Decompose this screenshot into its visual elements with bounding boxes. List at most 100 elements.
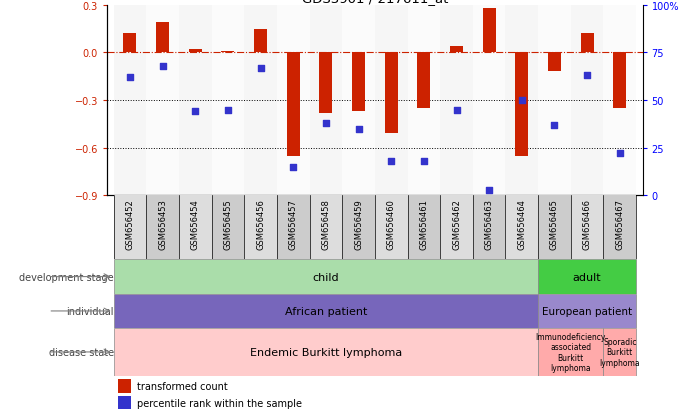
Point	[418, 158, 429, 165]
Bar	[548, 53, 561, 72]
Point	[190, 109, 201, 116]
Bar	[310, 196, 342, 260]
Bar	[342, 6, 375, 196]
Bar	[189, 50, 202, 53]
Text: GSM656455: GSM656455	[223, 199, 232, 249]
Bar	[580, 34, 594, 53]
Text: Immunodeficiency
associated
Burkitt
lymphoma: Immunodeficiency associated Burkitt lymp…	[536, 332, 606, 372]
Text: European patient: European patient	[542, 306, 632, 316]
Bar	[515, 53, 529, 156]
Point	[255, 65, 266, 72]
Bar	[342, 196, 375, 260]
Text: adult: adult	[573, 272, 601, 282]
Bar	[352, 53, 365, 112]
Bar	[179, 196, 211, 260]
Bar	[244, 196, 277, 260]
Bar	[506, 196, 538, 260]
Bar	[482, 9, 495, 53]
Point	[321, 120, 332, 127]
Text: GSM656460: GSM656460	[387, 199, 396, 250]
FancyBboxPatch shape	[113, 294, 538, 328]
Text: African patient: African patient	[285, 306, 367, 316]
Text: GSM656456: GSM656456	[256, 199, 265, 250]
Point	[124, 75, 135, 81]
Bar	[211, 196, 244, 260]
Text: development stage: development stage	[19, 272, 113, 282]
FancyBboxPatch shape	[538, 328, 603, 376]
Bar	[571, 196, 603, 260]
Bar	[506, 6, 538, 196]
FancyBboxPatch shape	[113, 328, 538, 376]
Text: percentile rank within the sample: percentile rank within the sample	[137, 398, 301, 408]
Text: GSM656461: GSM656461	[419, 199, 428, 250]
Text: individual: individual	[66, 306, 113, 316]
Text: GSM656459: GSM656459	[354, 199, 363, 249]
Bar	[156, 23, 169, 53]
Point	[223, 107, 234, 114]
Bar	[385, 53, 398, 134]
Point	[516, 97, 527, 104]
Bar	[113, 6, 146, 196]
Bar	[440, 6, 473, 196]
Bar	[146, 6, 179, 196]
Bar	[287, 53, 300, 156]
Point	[157, 63, 168, 70]
Bar	[408, 6, 440, 196]
Text: GSM656464: GSM656464	[518, 199, 527, 250]
Title: GDS3901 / 217611_at: GDS3901 / 217611_at	[302, 0, 448, 5]
Bar	[277, 6, 310, 196]
Text: GSM656467: GSM656467	[615, 199, 624, 250]
Point	[484, 187, 495, 193]
Bar	[440, 196, 473, 260]
Point	[353, 126, 364, 133]
FancyBboxPatch shape	[113, 260, 538, 294]
FancyBboxPatch shape	[117, 380, 131, 392]
Bar	[221, 52, 234, 53]
Text: transformed count: transformed count	[137, 381, 227, 391]
Bar	[211, 6, 244, 196]
Text: GSM656465: GSM656465	[550, 199, 559, 250]
Bar	[146, 196, 179, 260]
Point	[451, 107, 462, 114]
Text: disease state: disease state	[48, 347, 113, 357]
Bar	[244, 6, 277, 196]
Text: GSM656462: GSM656462	[452, 199, 461, 250]
Text: GSM656454: GSM656454	[191, 199, 200, 249]
Bar	[179, 6, 211, 196]
Point	[614, 151, 625, 157]
FancyBboxPatch shape	[538, 294, 636, 328]
Text: Endemic Burkitt lymphoma: Endemic Burkitt lymphoma	[249, 347, 402, 357]
Bar	[277, 196, 310, 260]
Point	[287, 164, 299, 171]
Bar	[310, 6, 342, 196]
FancyBboxPatch shape	[603, 328, 636, 376]
Text: GSM656466: GSM656466	[583, 199, 591, 250]
Text: GSM656452: GSM656452	[126, 199, 135, 249]
Bar	[124, 34, 137, 53]
Bar	[538, 196, 571, 260]
Bar	[473, 196, 506, 260]
Bar	[113, 196, 146, 260]
FancyBboxPatch shape	[538, 260, 636, 294]
Bar	[319, 53, 332, 114]
Point	[582, 73, 593, 79]
Bar	[450, 47, 463, 53]
Bar	[613, 53, 626, 109]
Text: GSM656463: GSM656463	[484, 199, 493, 250]
Text: GSM656453: GSM656453	[158, 199, 167, 250]
Bar	[417, 53, 430, 109]
Text: Sporadic
Burkitt
lymphoma: Sporadic Burkitt lymphoma	[600, 337, 640, 367]
Bar	[571, 6, 603, 196]
Bar	[538, 6, 571, 196]
FancyBboxPatch shape	[117, 396, 131, 409]
Bar	[408, 196, 440, 260]
Text: GSM656457: GSM656457	[289, 199, 298, 250]
Bar	[473, 6, 506, 196]
Point	[549, 122, 560, 129]
Bar	[375, 196, 408, 260]
Bar	[603, 196, 636, 260]
Bar	[375, 6, 408, 196]
Bar	[254, 30, 267, 53]
Text: GSM656458: GSM656458	[321, 199, 330, 250]
Bar	[603, 6, 636, 196]
